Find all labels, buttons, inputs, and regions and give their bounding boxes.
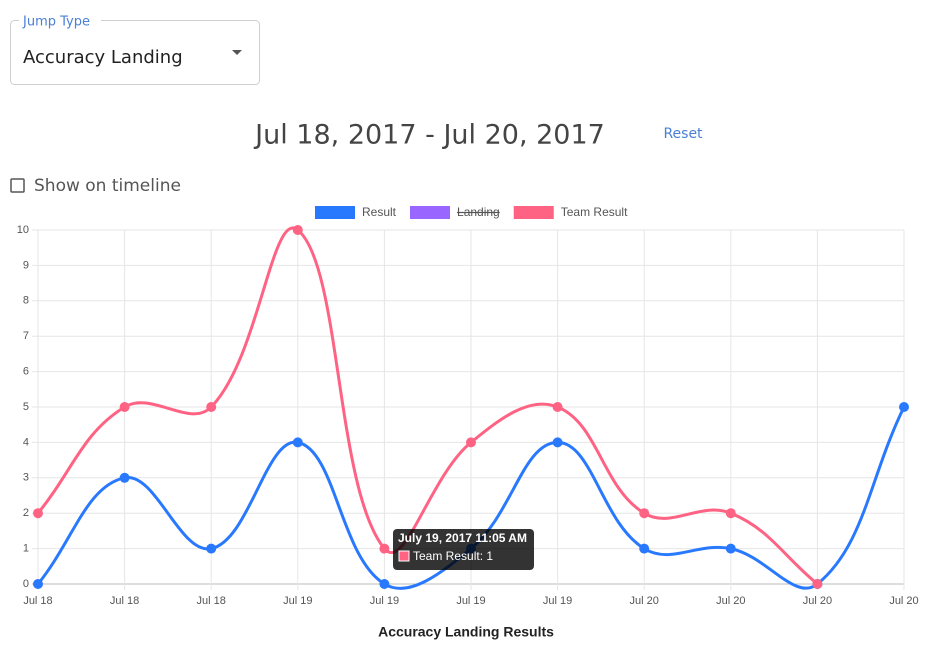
jump-type-select[interactable] — [10, 20, 260, 85]
data-point — [552, 437, 563, 448]
legend-label: Team Result — [561, 205, 628, 219]
x-tick-label: Jul 20 — [889, 595, 918, 607]
y-tick-label: 1 — [23, 543, 29, 555]
y-tick-label: 9 — [23, 259, 29, 271]
legend-swatch — [513, 206, 554, 219]
checkbox[interactable] — [10, 178, 25, 193]
y-tick-label: 8 — [23, 295, 29, 307]
y-tick-label: 10 — [17, 224, 29, 236]
x-tick-label: Jul 19 — [456, 595, 485, 607]
date-range: Jul 18, 2017 - Jul 20, 2017 — [253, 120, 605, 151]
data-point — [552, 402, 563, 412]
data-point — [725, 508, 736, 519]
y-tick-label: 6 — [23, 366, 29, 378]
legend-label: Result — [362, 205, 397, 219]
data-point — [899, 402, 909, 412]
y-tick-label: 7 — [23, 330, 29, 342]
x-tick-label: Jul 20 — [630, 595, 659, 607]
select-label: Jump Type — [22, 15, 90, 30]
x-tick-label: Jul 19 — [370, 595, 399, 607]
data-point — [119, 472, 130, 483]
select-value: Accuracy Landing — [23, 47, 183, 68]
data-point — [33, 508, 43, 519]
data-point — [639, 543, 650, 554]
dropdown-arrow — [232, 50, 242, 55]
y-tick-label: 5 — [23, 401, 29, 413]
x-tick-label: Jul 18 — [110, 595, 139, 607]
tooltip — [393, 529, 534, 570]
y-tick-label: 0 — [23, 578, 29, 590]
reset-link[interactable]: Reset — [663, 126, 703, 142]
data-point — [33, 579, 43, 589]
data-point — [292, 437, 303, 448]
legend-label: Landing — [457, 205, 500, 219]
series-line — [36, 226, 819, 586]
data-point — [466, 437, 476, 448]
y-tick-label: 2 — [23, 507, 29, 519]
x-tick-label: Jul 20 — [803, 595, 832, 607]
tooltip-title: July 19, 2017 11:05 AM — [398, 531, 527, 545]
checkbox-label[interactable]: Show on timeline — [34, 176, 181, 196]
legend-swatch — [315, 206, 355, 219]
data-point — [292, 225, 303, 235]
data-point — [206, 402, 217, 412]
plot: 0 1 2 3 4 5 6 7 8 9 10 Jul 18 Jul 18 Jul 18 Jul 19 Jul … — [17, 205, 919, 607]
y-tick-label: 4 — [23, 436, 29, 448]
x-tick-label: Jul 19 — [543, 595, 572, 607]
data-point — [379, 579, 390, 589]
data-point — [379, 543, 390, 554]
data-point — [206, 543, 217, 554]
tooltip-text: Team Result: 1 — [413, 549, 493, 563]
data-point — [119, 402, 130, 412]
data-point — [812, 579, 823, 589]
x-axis-title: Accuracy Landing Results — [378, 624, 554, 640]
data-point — [725, 543, 736, 554]
data-point — [639, 508, 650, 519]
y-tick-label: 3 — [23, 472, 29, 484]
tooltip-swatch — [398, 550, 410, 562]
label-gap — [19, 14, 101, 28]
x-tick-label: Jul 18 — [23, 595, 52, 607]
x-tick-label: Jul 20 — [716, 595, 745, 607]
x-tick-label: Jul 18 — [197, 595, 226, 607]
legend-swatch — [410, 206, 451, 219]
x-tick-label: Jul 19 — [283, 595, 312, 607]
